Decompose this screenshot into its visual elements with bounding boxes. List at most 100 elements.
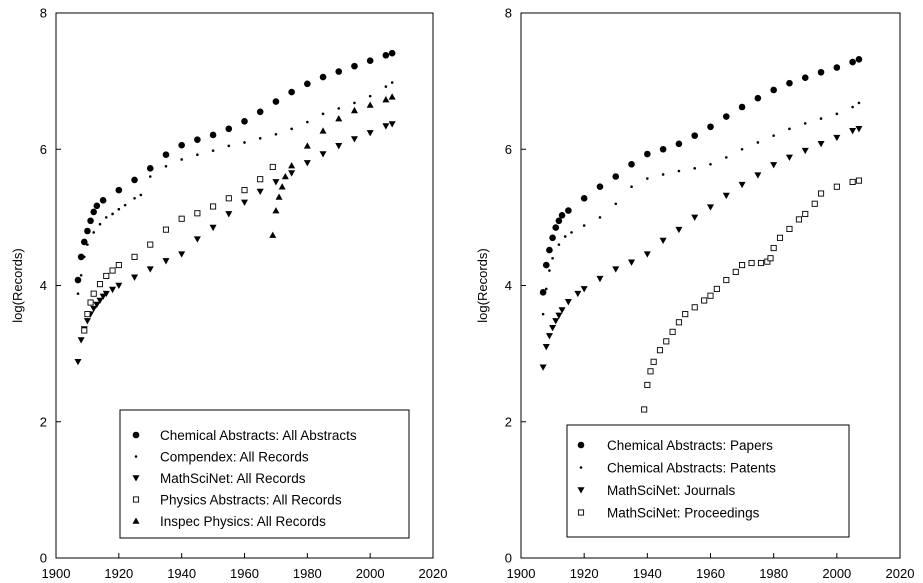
data-point [754, 172, 762, 179]
data-point [770, 244, 777, 252]
data-point [256, 188, 264, 195]
data-point [274, 132, 278, 136]
data-point [693, 167, 697, 170]
data-point [335, 68, 343, 75]
data-point [542, 344, 550, 351]
data-point [390, 81, 394, 84]
data-point [598, 216, 602, 219]
data-point [739, 262, 746, 269]
data-point [303, 142, 311, 149]
data-point [707, 123, 714, 131]
data-point [675, 140, 683, 148]
x-tick-label: 1980 [759, 566, 788, 581]
data-point [849, 178, 856, 186]
data-point [90, 305, 98, 313]
data-point [855, 56, 863, 63]
data-point [644, 150, 651, 158]
data-point [709, 162, 712, 166]
data-point [335, 143, 343, 150]
data-point [288, 162, 296, 169]
data-point [656, 347, 664, 354]
data-point [546, 246, 553, 254]
data-point [131, 253, 138, 260]
data-point [109, 286, 117, 294]
data-point [366, 130, 374, 137]
legend-entry-label: Inspec Physics: All Records [160, 514, 326, 529]
data-point [551, 256, 554, 260]
data-point [382, 51, 390, 59]
data-point [849, 128, 857, 135]
data-point [628, 259, 636, 266]
legend-entry-label: Chemical Abstracts: Patents [607, 461, 776, 476]
data-point [669, 328, 676, 335]
data-point [84, 311, 91, 318]
data-point [580, 286, 588, 293]
data-point [272, 98, 280, 105]
data-point [83, 318, 91, 325]
data-point [148, 175, 152, 178]
data-point [281, 173, 289, 180]
data-point [772, 134, 775, 137]
data-point [74, 359, 82, 366]
legend-box [566, 424, 850, 538]
data-point [552, 318, 560, 325]
data-point [803, 122, 807, 125]
data-point [194, 210, 201, 217]
data-point [290, 127, 293, 131]
data-point [319, 73, 327, 81]
data-point [612, 266, 620, 273]
legend-entry-label: MathSciNet: Proceedings [607, 506, 760, 521]
y-tick-label: 4 [40, 278, 47, 293]
x-tick-label: 2000 [822, 566, 851, 581]
data-point [269, 231, 277, 238]
data-point [564, 299, 572, 306]
right-chart-panel: 0 2 4 6 8 1900 1920 1940 1960 1980 2000 2020 log(Rec… [475, 6, 914, 582]
data-point [661, 173, 665, 176]
data-point [817, 141, 825, 148]
data-point [382, 96, 390, 103]
data-point [388, 49, 396, 57]
y-tick-label: 0 [505, 551, 512, 566]
x-tick-label: 1900 [42, 566, 71, 581]
data-point [87, 217, 94, 225]
legend-entry-label: Physics Abstracts: All Records [160, 493, 342, 508]
data-point [776, 234, 784, 241]
data-point [565, 207, 572, 214]
data-point [319, 151, 327, 158]
data-point [104, 216, 108, 219]
data-point [677, 169, 681, 173]
data-point [350, 136, 358, 143]
x-tick-label: 1920 [104, 566, 133, 581]
data-point [549, 324, 557, 332]
data-point [90, 208, 97, 216]
data-point [98, 222, 102, 226]
data-point [303, 160, 311, 167]
data-point [368, 94, 372, 98]
data-point [115, 282, 123, 289]
data-point [544, 287, 548, 291]
data-point [99, 197, 107, 204]
data-point [272, 179, 280, 186]
data-point [833, 183, 840, 190]
data-point [139, 193, 143, 197]
data-point [366, 57, 374, 64]
data-point [304, 80, 311, 88]
data-point [384, 85, 388, 88]
data-point [756, 141, 760, 144]
series-4 [81, 163, 276, 334]
data-point [817, 68, 825, 76]
data-point [691, 132, 699, 139]
x-tick-label: 2000 [356, 566, 385, 581]
data-point [802, 210, 809, 218]
data-point [350, 106, 358, 114]
data-point [614, 202, 618, 206]
data-point [258, 137, 262, 140]
x-tick-label: 1940 [167, 566, 196, 581]
data-point [211, 149, 215, 152]
data-point [77, 337, 85, 344]
data-point [90, 290, 97, 297]
data-point [682, 311, 689, 318]
data-point [146, 266, 154, 273]
data-point [542, 261, 550, 269]
